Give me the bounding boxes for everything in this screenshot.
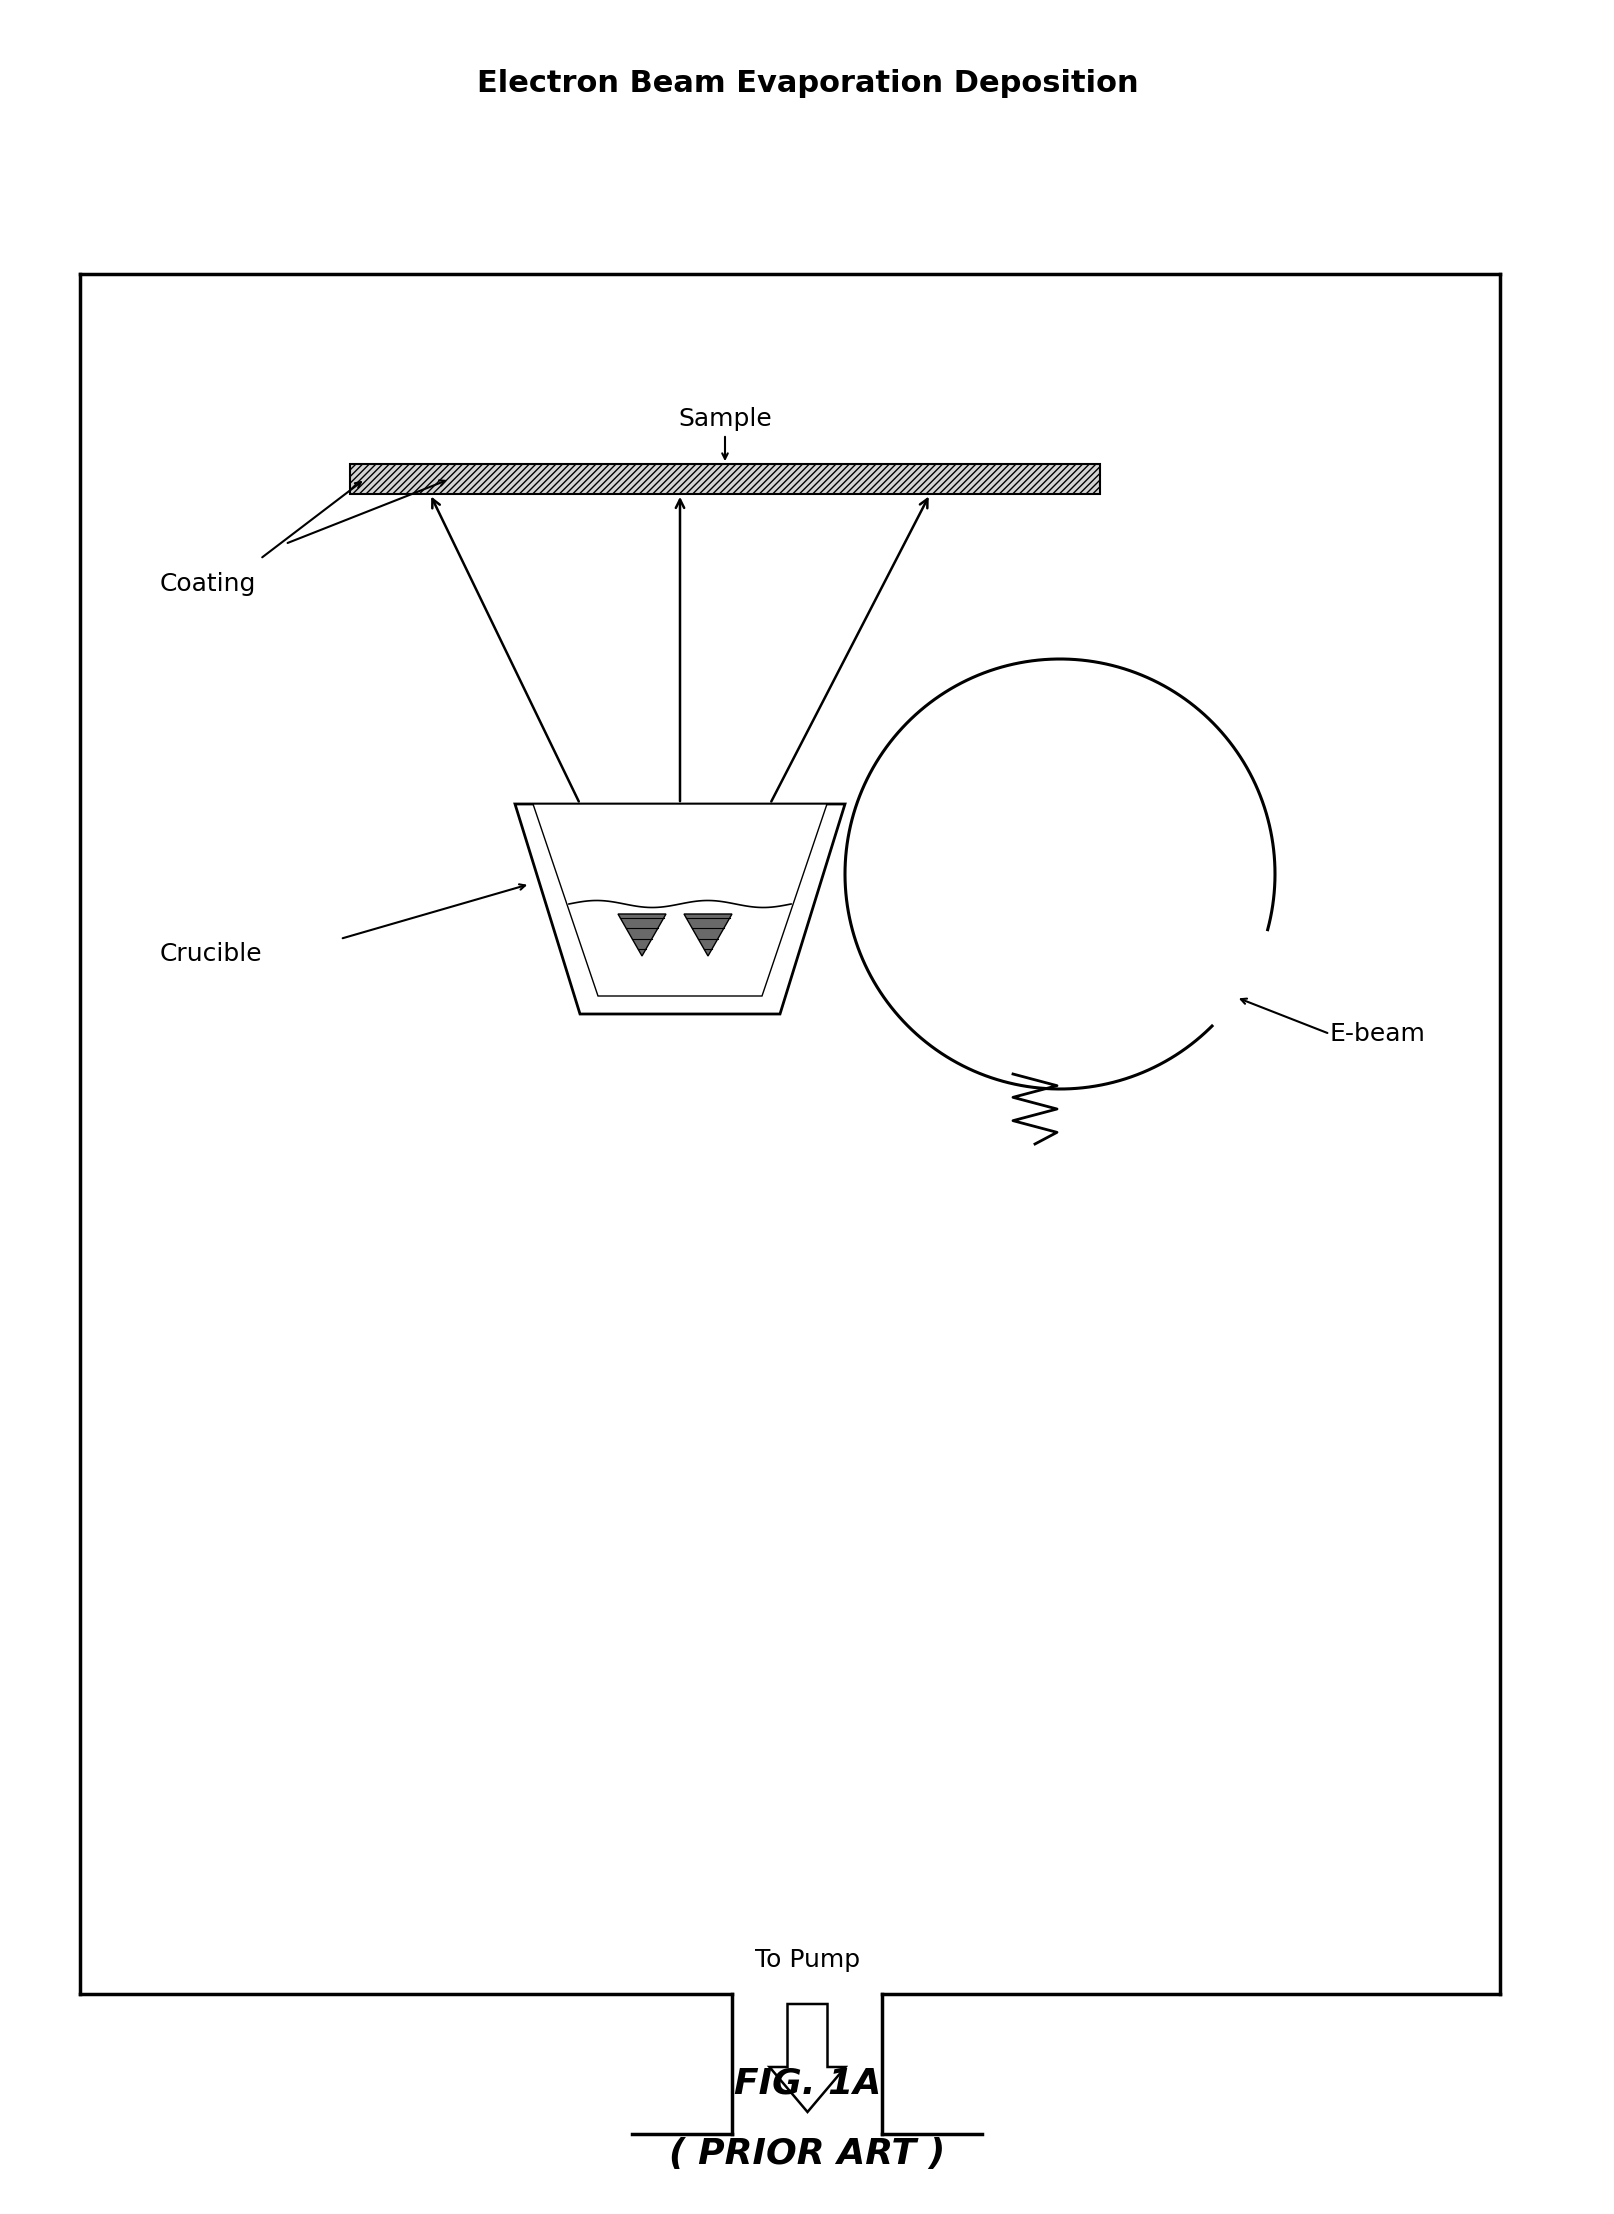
Text: Coating: Coating: [160, 571, 257, 596]
Polygon shape: [618, 914, 665, 956]
Polygon shape: [684, 914, 731, 956]
Polygon shape: [515, 804, 844, 1014]
Text: To Pump: To Pump: [754, 1948, 860, 1973]
Text: Electron Beam Evaporation Deposition: Electron Beam Evaporation Deposition: [476, 69, 1138, 97]
Polygon shape: [768, 2004, 846, 2112]
Text: ( PRIOR ART ): ( PRIOR ART ): [668, 2137, 946, 2172]
Text: Crucible: Crucible: [160, 941, 263, 965]
Text: E-beam: E-beam: [1330, 1023, 1425, 1045]
Text: FIG. 1A: FIG. 1A: [733, 2068, 881, 2101]
Text: Sample: Sample: [678, 407, 771, 432]
Polygon shape: [533, 804, 826, 996]
Bar: [350, 465, 1099, 494]
